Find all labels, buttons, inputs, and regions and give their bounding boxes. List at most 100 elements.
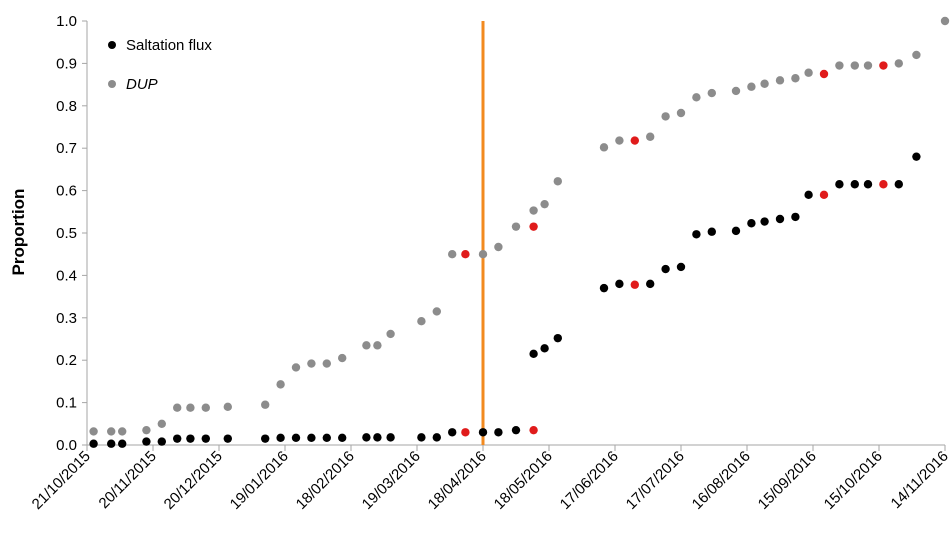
y-tick-label: 0.3 <box>56 310 77 327</box>
y-tick-label: 0.1 <box>56 395 77 412</box>
dup-point <box>322 359 331 368</box>
saltation-flux-point <box>707 227 716 236</box>
y-tick-label: 0.0 <box>56 437 77 454</box>
y-tick-label: 0.9 <box>56 55 77 72</box>
saltation-flux-point <box>894 180 903 189</box>
saltation-flux-point <box>417 433 426 442</box>
saltation-flux-point <box>615 279 624 289</box>
saltation-flux-point <box>804 190 813 200</box>
saltation-flux-point <box>692 230 701 239</box>
saltation-flux-point <box>478 428 488 437</box>
legend-label-dup: DUP <box>126 76 158 93</box>
dup-point <box>89 427 98 436</box>
dup-point <box>107 427 116 436</box>
dup-point <box>707 88 716 98</box>
dup-point <box>307 359 316 368</box>
dup-point <box>599 143 609 152</box>
saltation-flux-point <box>863 180 873 189</box>
x-tick-label: 19/03/2016 <box>359 448 424 513</box>
saltation-flux-point <box>646 279 655 289</box>
saltation-flux-point <box>89 439 98 448</box>
dup-point <box>553 177 562 186</box>
dup-point <box>615 136 624 145</box>
x-tick-label: 20/11/2015 <box>96 448 160 512</box>
dup-point <box>835 61 844 70</box>
saltation-flux-point <box>494 428 503 437</box>
dup-point <box>940 16 950 26</box>
y-axis: 0.0 0.1 0.2 0.3 0.4 0.5 0.6 0.7 0.8 0.9 1.0 <box>56 13 87 454</box>
saltation-flux-point <box>432 433 441 442</box>
saltation-flux-point <box>322 433 331 442</box>
x-tick-label: 17/07/2016 <box>623 448 688 513</box>
saltation-flux-point <box>850 180 859 189</box>
saltation-flux-point <box>599 283 609 293</box>
saltation-flux-highlight-point <box>879 180 888 189</box>
saltation-flux-point <box>173 434 182 443</box>
dup-point <box>186 403 195 412</box>
saltation-flux-point <box>142 437 151 446</box>
saltation-flux-point <box>386 433 395 442</box>
dup-point <box>661 112 670 121</box>
x-tick-label: 15/10/2016 <box>821 448 886 513</box>
saltation-flux-point <box>338 433 347 442</box>
saltation-flux-point <box>529 349 538 359</box>
dup-point <box>747 82 756 91</box>
dup-point <box>118 427 127 436</box>
x-tick-label: 18/02/2016 <box>293 448 358 513</box>
dup-point <box>804 68 813 77</box>
dup-point <box>511 222 521 231</box>
dup-point <box>157 419 166 428</box>
dup-point <box>646 132 655 141</box>
saltation-flux-point <box>511 425 521 435</box>
data-points <box>89 16 950 448</box>
dup-point <box>432 307 441 316</box>
x-tick-label: 14/11/2016 <box>888 448 950 512</box>
y-tick-label: 0.4 <box>56 267 77 284</box>
saltation-flux-point <box>448 428 457 437</box>
y-tick-label: 0.7 <box>56 140 77 157</box>
dup-point <box>863 61 873 70</box>
saltation-flux-point <box>540 344 549 353</box>
dup-point <box>276 380 285 389</box>
saltation-flux-point <box>157 437 166 446</box>
saltation-flux-highlight-point <box>529 425 538 435</box>
saltation-flux-point <box>307 433 316 442</box>
legend: Saltation flux DUP <box>108 37 212 93</box>
dup-highlight-point <box>819 69 829 79</box>
dup-point <box>373 341 382 350</box>
dup-point <box>201 403 210 412</box>
x-tick-label: 17/06/2016 <box>557 448 622 513</box>
dup-highlight-point <box>461 250 470 259</box>
dup-point <box>173 403 182 412</box>
legend-marker-dup <box>108 80 116 88</box>
saltation-flux-highlight-point <box>461 428 470 437</box>
dup-point <box>775 76 785 85</box>
x-tick-label: 21/10/2015 <box>29 448 94 513</box>
saltation-flux-point <box>223 434 232 443</box>
saltation-flux-point <box>186 434 195 443</box>
x-axis: 21/10/2015 20/11/2015 20/12/2015 19/01/2016… <box>29 445 950 513</box>
y-axis-title: Proportion <box>9 189 28 276</box>
dup-point <box>142 425 151 435</box>
dup-point <box>791 74 800 83</box>
dup-point <box>894 59 903 68</box>
saltation-flux-point <box>118 439 127 448</box>
legend-marker-saltation-flux <box>108 41 116 49</box>
y-tick-label: 0.5 <box>56 225 77 242</box>
dup-point <box>494 242 503 252</box>
saltation-flux-point <box>291 433 301 442</box>
y-tick-label: 0.6 <box>56 183 77 200</box>
saltation-flux-point <box>791 212 800 222</box>
dup-point <box>676 108 686 118</box>
dup-point <box>223 402 232 412</box>
saltation-flux-point <box>912 152 921 161</box>
dup-point <box>417 316 426 326</box>
saltation-flux-point <box>373 433 382 442</box>
dup-point <box>540 199 549 209</box>
x-tick-label: 18/05/2016 <box>491 448 556 513</box>
x-tick-label: 19/01/2016 <box>227 448 292 513</box>
dup-point <box>912 50 921 60</box>
dup-highlight-point <box>529 222 538 231</box>
saltation-flux-point <box>760 217 769 226</box>
